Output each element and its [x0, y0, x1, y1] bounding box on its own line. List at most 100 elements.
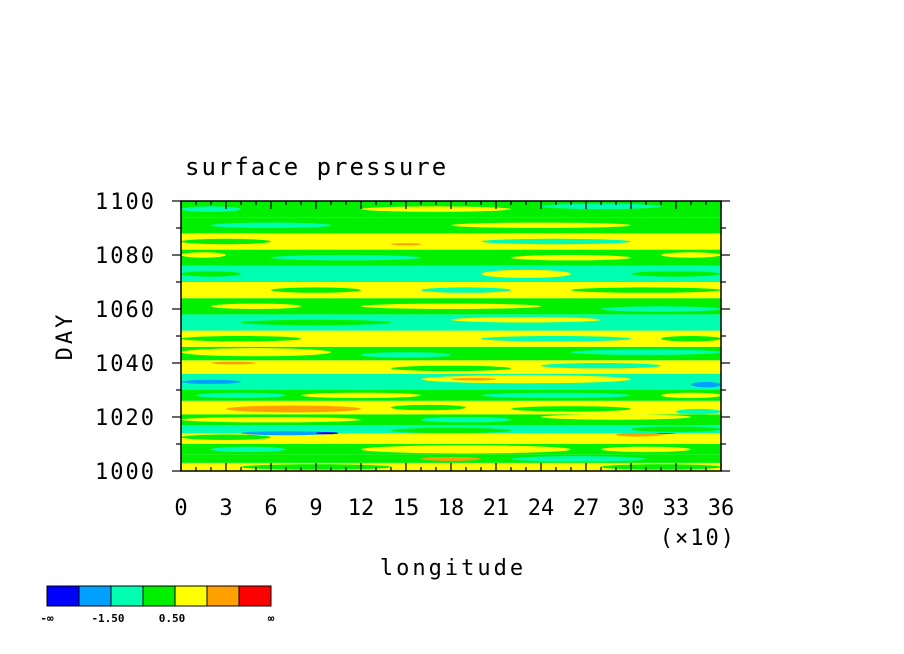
y-tick-label: 1040: [95, 352, 156, 377]
colorbar-label: -∞: [40, 612, 54, 625]
x-tick-label: 18: [438, 496, 465, 521]
chart-title: surface pressure: [185, 153, 448, 181]
x-tick-label: 27: [573, 496, 600, 521]
field-patch: [361, 445, 571, 454]
field-patch: [391, 404, 466, 411]
field-patch: [241, 319, 391, 326]
field-patch: [361, 303, 541, 309]
colorbar-swatch: [206, 585, 240, 607]
field-patch: [601, 446, 691, 453]
y-tick-label: 1000: [95, 460, 156, 485]
field-patch: [241, 431, 331, 436]
x-tick-label: 0: [174, 496, 187, 521]
field-patch: [451, 317, 601, 323]
field-patch: [196, 392, 286, 399]
x-axis: 0 3 6 9 12 15 18 21 24 27 30 33 36: [174, 201, 734, 521]
field-band: [181, 433, 721, 444]
field-patch: [421, 375, 631, 384]
field-patch: [181, 336, 301, 342]
field-patch: [181, 434, 271, 440]
field-patch: [361, 206, 511, 212]
field-patch: [541, 414, 691, 420]
pressure-field: [181, 201, 721, 471]
field-patch: [211, 303, 301, 309]
y-axis-label: DAY: [53, 312, 78, 361]
x-tick-label: 24: [528, 496, 555, 521]
field-patch: [511, 406, 631, 412]
field-band: [181, 249, 721, 266]
field-patch: [691, 381, 721, 388]
field-patch: [211, 361, 256, 365]
field-patch: [631, 426, 721, 432]
y-tick-label: 1020: [95, 406, 156, 431]
field-patch: [421, 417, 511, 423]
field-patch: [271, 287, 361, 293]
y-tick-label: 1080: [95, 244, 156, 269]
x-tick-label: 36: [708, 496, 735, 521]
field-patch: [481, 269, 571, 278]
field-patch: [541, 363, 661, 369]
field-band: [181, 265, 721, 282]
field-patch: [451, 377, 496, 381]
field-patch: [451, 222, 631, 228]
field-patch: [511, 456, 646, 462]
colorbar-swatch: [174, 585, 208, 607]
field-patch: [571, 349, 721, 355]
colorbar-swatch: [110, 585, 144, 607]
field-patch: [661, 252, 721, 258]
field-band: [181, 390, 721, 401]
colorbar-swatch: [238, 585, 272, 607]
x-tick-label: 33: [663, 496, 690, 521]
field-patch: [391, 427, 511, 434]
field-patch: [391, 243, 421, 246]
colorbar-swatch: [142, 585, 176, 607]
field-patch: [511, 435, 631, 442]
field-patch: [181, 379, 241, 384]
field-patch: [271, 255, 421, 261]
field-patch: [301, 392, 421, 399]
field-patch: [211, 446, 286, 453]
x-axis-label: longitude: [380, 556, 526, 581]
x-tick-label: 12: [348, 496, 375, 521]
field-band: [181, 330, 721, 347]
y-tick-label: 1060: [95, 298, 156, 323]
field-patch: [181, 252, 226, 258]
colorbar-label: -1.50: [91, 612, 124, 625]
field-band: [181, 233, 721, 250]
field-patch: [676, 408, 721, 415]
field-patch: [661, 392, 721, 399]
field-patch: [421, 287, 511, 293]
field-patch: [481, 392, 631, 399]
x-tick-label: 9: [309, 496, 322, 521]
field-patch: [181, 206, 241, 212]
x-tick-label: 21: [483, 496, 510, 521]
field-patch: [181, 348, 331, 357]
field-patch: [631, 271, 721, 277]
field-patch: [181, 417, 361, 423]
field-patch: [391, 365, 511, 372]
field-patch: [601, 306, 721, 312]
x-tick-label: 3: [219, 496, 232, 521]
field-patch: [421, 456, 481, 461]
field-patch: [661, 336, 721, 342]
field-patch: [481, 336, 631, 342]
field-patch: [571, 287, 721, 293]
x-multiplier-label: (×10): [660, 526, 736, 551]
field-patch: [316, 432, 339, 435]
y-axis: 1000 1020 1040 1060 1080 1100: [95, 190, 730, 485]
field-patch: [481, 238, 631, 245]
x-tick-label: 6: [264, 496, 277, 521]
colorbar-label: 0.50: [159, 612, 186, 625]
colorbar-swatch: [78, 585, 112, 607]
field-patch: [616, 432, 661, 437]
field-patch: [361, 352, 451, 358]
colorbar-swatch: [46, 585, 80, 607]
field-patch: [226, 405, 361, 413]
x-tick-label: 15: [393, 496, 420, 521]
colorbar-label: ∞: [268, 612, 275, 625]
y-tick-label: 1100: [95, 190, 156, 215]
field-patch: [511, 255, 631, 261]
field-patch: [211, 222, 331, 228]
x-tick-label: 30: [618, 496, 645, 521]
colorbar: -∞ -1.50 0.50 ∞: [40, 585, 275, 625]
